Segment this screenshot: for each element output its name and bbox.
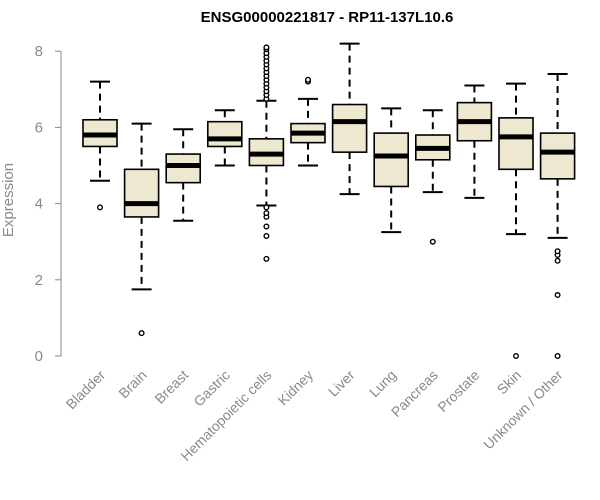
iqr-box [373, 132, 410, 188]
x-tick-label: Lung [366, 367, 399, 400]
y-axis: 0 2 4 6 8 [35, 43, 62, 365]
box-unknown-other [539, 73, 576, 360]
box-breast [165, 128, 201, 222]
x-tick-label: Prostate [434, 367, 482, 415]
x-tick-label: Kidney [275, 367, 317, 409]
iqr-box [165, 153, 201, 184]
plot-area [82, 42, 576, 360]
outlier-point [554, 353, 561, 360]
outlier-point [554, 248, 561, 255]
x-tick-label: Brain [115, 367, 149, 401]
y-tick-label: 6 [35, 119, 43, 136]
iqr-box [331, 103, 368, 153]
box-prostate [456, 84, 493, 199]
box-liver [331, 42, 368, 196]
iqr-box [539, 132, 576, 180]
y-tick-label: 8 [35, 43, 43, 60]
iqr-box [498, 117, 534, 171]
outlier-point [263, 223, 270, 230]
x-tick-label: Skin [494, 367, 525, 398]
iqr-box [123, 168, 160, 218]
box-bladder [82, 80, 118, 211]
box-kidney [290, 76, 326, 167]
outlier-point [513, 353, 520, 360]
box-gastric [207, 109, 243, 167]
outlier-point [554, 292, 561, 299]
y-tick-label: 4 [35, 196, 43, 213]
y-tick-label: 0 [35, 348, 43, 365]
x-tick-label: Bladder [63, 367, 109, 413]
outlier-point [263, 204, 270, 211]
outlier-point [263, 255, 270, 262]
x-tick-label: Breast [151, 367, 191, 407]
y-axis-label: Expression [0, 163, 17, 237]
box-hematopoietic-cells [248, 44, 285, 262]
outlier-point [138, 330, 145, 337]
outlier-point [263, 232, 270, 239]
outlier-point [263, 44, 270, 51]
box-lung [373, 107, 410, 234]
chart-title: ENSG00000221817 - RP11-137L10.6 [201, 9, 454, 26]
outlier-point [305, 76, 312, 83]
x-tick-label: Liver [325, 367, 358, 400]
x-tick-label: Unknown / Other [480, 367, 566, 453]
box-skin [498, 82, 534, 360]
outlier-point [429, 238, 436, 245]
outlier-point [96, 204, 103, 211]
outlier-point [554, 257, 561, 264]
y-tick-label: 2 [35, 272, 43, 289]
box-brain [123, 122, 160, 337]
outlier-point [263, 210, 270, 217]
iqr-box [207, 120, 243, 148]
box-pancreas [414, 109, 451, 245]
